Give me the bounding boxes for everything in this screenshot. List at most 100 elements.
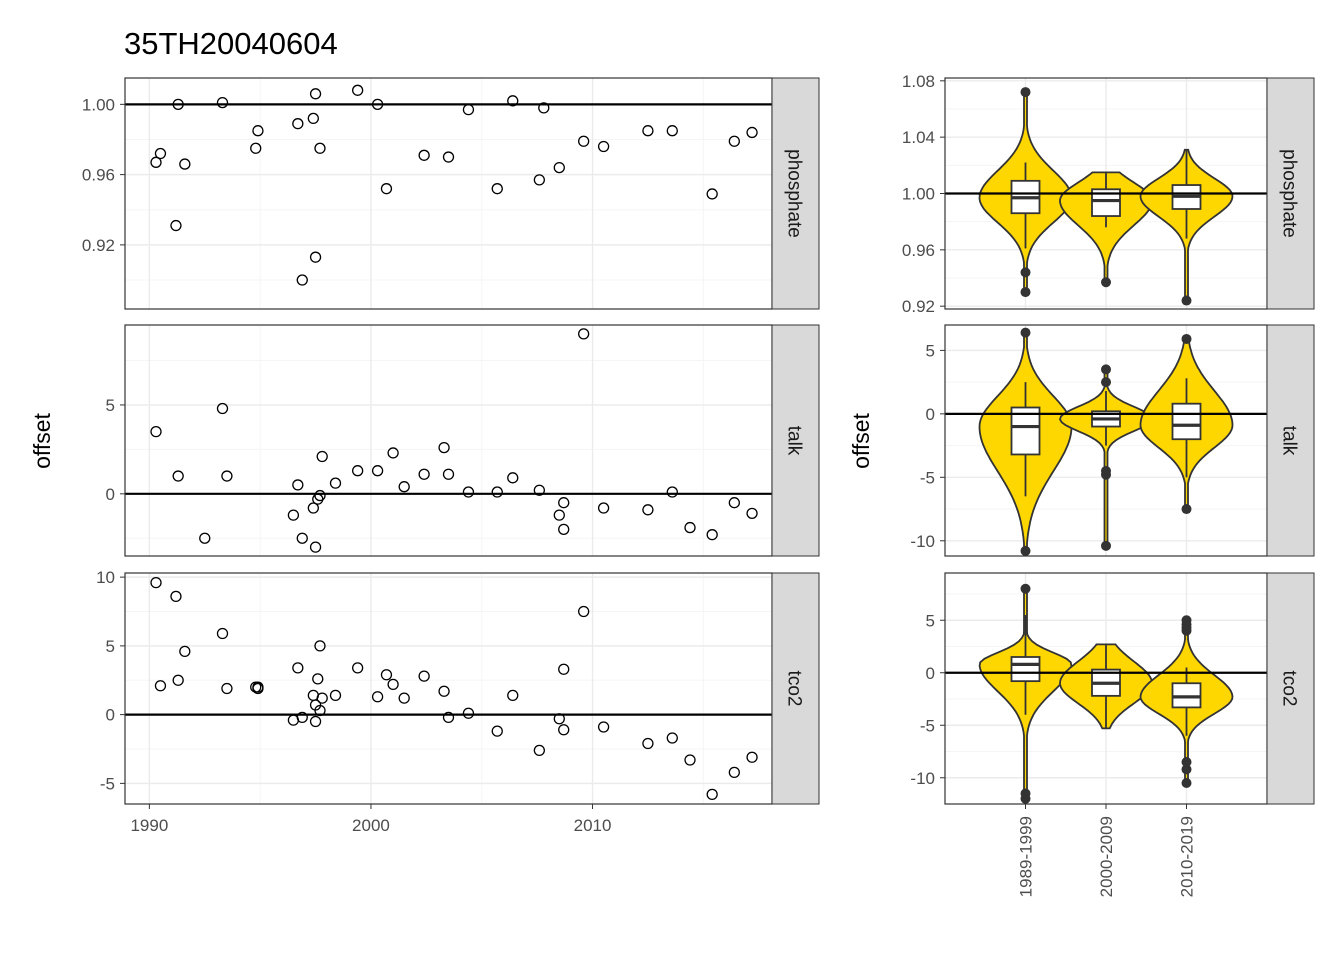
outlier-point [1020,267,1031,278]
data-point [578,605,590,618]
facet-strip-label: talk [1279,426,1300,456]
data-point [312,673,324,685]
data-point [371,465,384,477]
facet-strip-label: phosphate [784,149,805,238]
data-point [292,479,304,491]
data-point [309,715,322,728]
data-point [578,135,590,147]
y-tick-label: 0.96 [902,241,935,260]
data-point [746,126,758,139]
y-tick-label: 5 [926,611,935,630]
scatter-panel-talk: 0 5 talk [106,324,820,557]
data-point [292,118,304,130]
facet-strip-label: talk [784,426,805,456]
data-point [352,662,364,674]
data-point [371,691,384,703]
y-tick-label: 0.96 [82,166,115,185]
outlier-point [1181,333,1192,344]
data-point [296,532,308,544]
outlier-point [1020,87,1031,98]
box [1010,406,1041,456]
data-point [507,95,519,107]
x-tick-label: 2000-2009 [1097,816,1116,897]
data-point [352,84,364,96]
data-point [250,142,262,154]
x-tick-label: 2000 [352,816,390,835]
data-point [314,640,326,652]
violin-panels: 0.92 0.96 1.00 1.04 1.08 phosphate -10 -5 0 5 talk… [902,72,1315,897]
data-point [706,788,718,801]
panel-background [125,325,772,556]
facet-strip [771,572,820,805]
facet-strip [1266,77,1315,310]
data-point [154,680,167,692]
data-point [684,521,696,534]
data-point [491,183,503,195]
data-point [558,663,570,675]
left-y-axis-label: offset [29,412,55,468]
data-point [398,481,410,493]
data-point [418,149,430,161]
outlier-point [1020,327,1031,338]
data-point [728,497,740,509]
data-point [666,486,678,498]
y-tick-label: -5 [920,716,935,735]
data-point [666,125,678,137]
facet-strip [771,77,820,310]
data-point [387,447,399,459]
data-point [538,102,550,114]
facet-strip-label: tco2 [784,671,805,707]
data-point [558,523,570,535]
y-tick-label: 0 [106,485,115,504]
data-point [746,751,758,763]
outlier-point [1181,764,1192,775]
y-tick-label: 0.92 [902,297,935,316]
facet-strip [771,324,820,557]
y-tick-label: 5 [106,637,115,656]
outlier-point [1020,788,1031,799]
data-point [179,645,191,658]
data-point [597,721,610,733]
data-point [316,450,328,463]
violin-panel-tco2: -10 -5 0 5 tco2 [910,572,1315,805]
outlier-point [1181,615,1192,626]
data-point [287,509,300,521]
scatter-panel-phosphate: 0.92 0.96 1.00 phosphate [82,77,820,310]
data-point [398,692,410,704]
data-point [307,502,319,514]
data-point [314,142,326,154]
data-point [221,682,233,695]
data-point [666,732,678,744]
data-point [199,532,211,544]
data-point [728,135,740,147]
data-point [553,713,565,725]
data-point [352,465,364,477]
violin-panel-phosphate: 0.92 0.96 1.00 1.04 1.08 phosphate [902,72,1315,316]
data-point [309,88,322,100]
data-point [170,590,182,603]
data-point [558,497,570,509]
data-point [746,507,758,520]
data-point [706,529,718,541]
panel-background [125,78,772,309]
data-point [371,98,384,110]
y-tick-label: 5 [926,341,935,360]
data-point [597,140,610,153]
y-tick-label: 5 [106,396,115,415]
outlier-point [1101,540,1111,551]
data-point [462,103,475,116]
y-tick-label: -5 [100,774,115,793]
x-tick-label: 2010 [574,816,612,835]
data-point [292,662,304,674]
data-point [578,328,590,340]
data-point [252,682,264,695]
data-point [314,704,326,717]
outlier-point [1020,545,1031,556]
data-point [296,711,308,724]
data-point [387,678,399,691]
data-point [442,468,455,480]
y-tick-label: 0.92 [82,236,115,255]
data-point [684,754,696,766]
data-point [221,470,233,482]
